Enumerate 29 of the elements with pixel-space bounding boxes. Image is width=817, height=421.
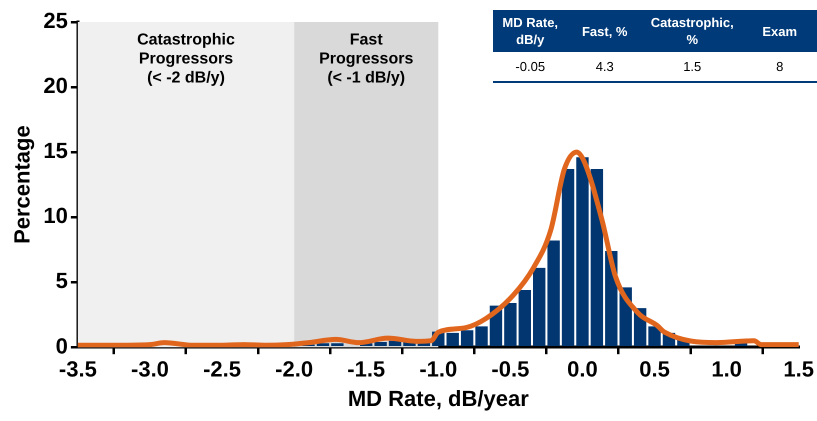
annotation: Exam [742, 10, 817, 52]
x-tick-label: 0.5 [639, 356, 670, 382]
x-tick-label: -1.0 [419, 356, 458, 382]
x-tick-label: 1.5 [783, 356, 814, 382]
x-axis-title: MD Rate, dB/year [348, 386, 530, 411]
x-tick-label: -3.0 [130, 356, 169, 382]
y-tick-label: 5 [56, 268, 68, 294]
annotation: 8 [742, 52, 817, 82]
annotation: MD Rate, dB/y [493, 10, 568, 52]
x-tick-label: -2.0 [275, 356, 314, 382]
y-tick-label: 25 [43, 8, 68, 34]
y-tick-label: 0 [56, 333, 68, 358]
x-tick-label: -3.5 [58, 356, 97, 382]
x-tick-label: 1.0 [711, 356, 742, 382]
annotation: -0.05 [493, 52, 568, 82]
x-tick-label: -0.5 [491, 356, 530, 382]
band-label: Catastrophic Progressors (< -2 dB/y) [137, 31, 235, 86]
x-tick-label: -2.5 [203, 356, 241, 382]
annotation: Catastrophic, % [642, 10, 742, 52]
annotation: 1.5 [642, 52, 742, 82]
y-tick-label: 20 [43, 73, 68, 98]
x-tick-label: 0.0 [567, 356, 598, 382]
y-tick-label: 10 [43, 203, 68, 228]
x-tick-label: -1.5 [347, 356, 386, 382]
band-label: Fast Progressors (< -1 dB/y) [319, 31, 414, 86]
y-axis-title: Percentage [9, 125, 34, 244]
annotation: 4.3 [567, 52, 642, 82]
annotation: Fast, % [567, 10, 642, 52]
y-tick-label: 15 [43, 138, 68, 164]
